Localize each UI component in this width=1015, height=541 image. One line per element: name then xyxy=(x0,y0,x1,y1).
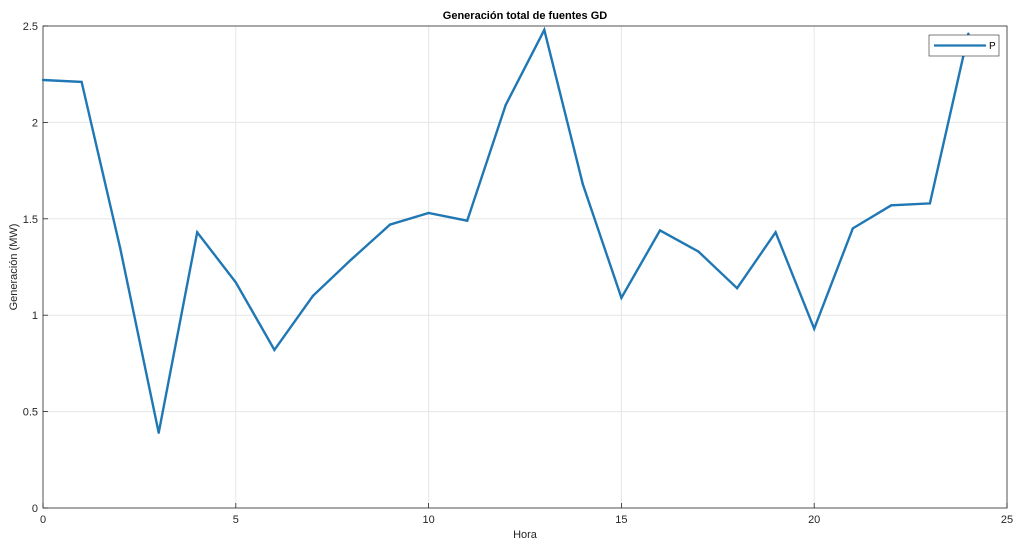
data-point xyxy=(658,229,662,232)
legend[interactable]: P xyxy=(928,34,1000,57)
data-point xyxy=(928,202,932,205)
data-point xyxy=(234,281,237,284)
data-point xyxy=(80,80,83,84)
data-point xyxy=(890,204,893,207)
y-tick-label: 1.5 xyxy=(23,214,38,226)
x-axis-ticks: 0 5 10 15 20 25 xyxy=(40,503,1013,526)
data-point xyxy=(851,227,854,230)
series-group xyxy=(41,26,970,434)
x-tick-label: 0 xyxy=(40,514,46,526)
data-point xyxy=(427,211,430,215)
y-tick-label: 2.5 xyxy=(23,21,38,33)
x-tick-label: 5 xyxy=(233,514,239,526)
x-tick-label: 10 xyxy=(422,514,434,526)
chart-title: Generación total de fuentes GD xyxy=(443,10,607,22)
data-point xyxy=(813,327,816,330)
data-point xyxy=(118,246,122,249)
data-point xyxy=(735,287,739,290)
data-point xyxy=(697,250,700,253)
data-point xyxy=(350,258,353,261)
plot-area xyxy=(43,26,1007,508)
x-tick-label: 25 xyxy=(1001,514,1013,526)
data-point xyxy=(774,231,777,234)
data-point xyxy=(311,294,315,298)
x-tick-label: 15 xyxy=(615,514,627,526)
data-point xyxy=(157,431,160,434)
data-point xyxy=(543,28,546,32)
data-point xyxy=(273,348,276,352)
y-tick-label: 2 xyxy=(32,117,38,129)
y-axis-label: Generación (MW) xyxy=(8,224,20,311)
x-tick-label: 20 xyxy=(808,514,820,526)
data-point xyxy=(466,219,469,222)
data-point xyxy=(620,296,623,299)
x-axis-label: Hora xyxy=(513,529,538,541)
y-tick-label: 0.5 xyxy=(23,407,38,419)
y-axis-ticks: 0 0.5 1 1.5 2 2.5 xyxy=(23,21,48,515)
legend-label-p: P xyxy=(989,41,996,52)
data-point xyxy=(581,182,584,186)
y-tick-label: 0 xyxy=(32,503,38,515)
grid xyxy=(43,26,1007,508)
data-point xyxy=(196,231,199,234)
data-point xyxy=(967,32,970,35)
data-point xyxy=(388,223,392,226)
data-point xyxy=(41,78,45,82)
y-tick-label: 1 xyxy=(32,310,38,322)
plot-frame xyxy=(42,25,1008,509)
data-point xyxy=(504,103,507,107)
